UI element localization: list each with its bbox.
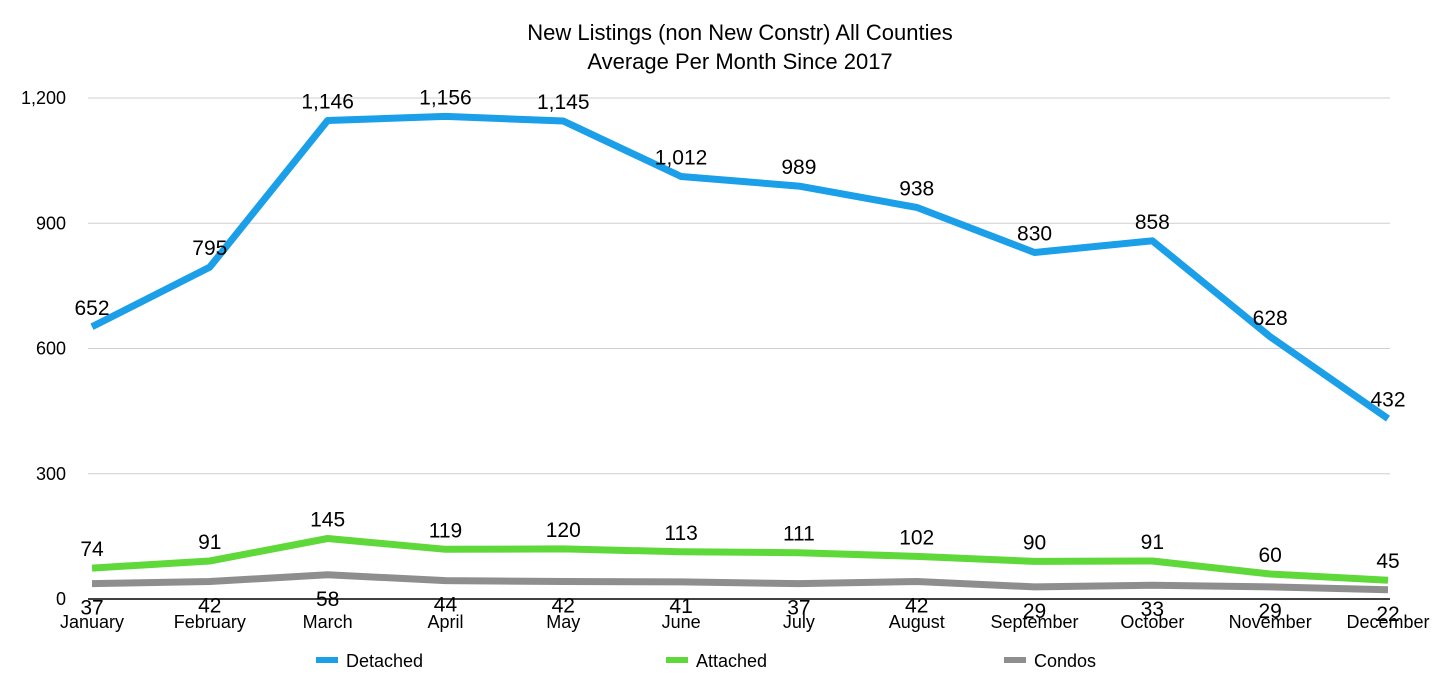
gridlines — [88, 97, 1390, 600]
x-tick-label: November — [1229, 612, 1312, 632]
series-line-attached — [91, 535, 1389, 584]
data-label-detached: 830 — [1017, 222, 1052, 245]
legend: Detached Attached Condos — [316, 651, 1096, 671]
data-label-detached: 795 — [192, 237, 227, 260]
y-tick-label: 1,200 — [21, 88, 66, 108]
x-tick-label: July — [783, 612, 815, 632]
data-label-detached: 1,012 — [655, 146, 708, 169]
x-tick-label: June — [662, 612, 701, 632]
data-label-attached: 60 — [1259, 544, 1282, 567]
data-label-attached: 111 — [783, 523, 815, 546]
data-label-attached: 91 — [1141, 531, 1164, 554]
data-label-condos: 37 — [787, 597, 810, 620]
data-label-condos: 41 — [669, 595, 692, 618]
data-label-detached: 432 — [1370, 389, 1405, 412]
data-label-condos: 29 — [1023, 600, 1046, 623]
x-axis-ticks: January February March April May June July Augu… — [60, 612, 1430, 632]
data-label-condos: 42 — [198, 594, 221, 617]
series-line-condos — [91, 571, 1389, 594]
data-label-attached: 113 — [664, 522, 697, 545]
y-tick-label: 0 — [56, 589, 66, 609]
data-label-attached: 90 — [1023, 531, 1046, 554]
data-label-condos: 44 — [434, 594, 458, 617]
y-tick-label: 300 — [36, 464, 66, 484]
legend-label-attached: Attached — [696, 651, 767, 671]
y-axis-ticks: 0 300 600 900 1,200 — [21, 88, 66, 609]
data-label-condos: 37 — [80, 597, 103, 620]
data-label-detached: 938 — [899, 177, 934, 200]
data-label-detached: 989 — [781, 156, 816, 179]
series-lines — [90, 112, 1390, 594]
chart-subtitle: Average Per Month Since 2017 — [587, 49, 892, 74]
x-tick-label: January — [60, 612, 124, 632]
x-tick-label: March — [303, 612, 353, 632]
x-tick-label: May — [546, 612, 580, 632]
data-label-condos: 33 — [1141, 598, 1164, 621]
data-label-condos: 42 — [552, 594, 575, 617]
data-label-attached: 120 — [546, 519, 581, 542]
data-label-detached: 1,146 — [301, 91, 354, 114]
data-label-condos: 22 — [1376, 603, 1399, 626]
data-label-attached: 45 — [1376, 550, 1399, 573]
data-label-attached: 119 — [429, 519, 462, 542]
chart-title: New Listings (non New Constr) All Counti… — [527, 20, 953, 45]
data-label-condos: 29 — [1259, 600, 1282, 623]
data-label-detached: 1,156 — [419, 86, 472, 109]
x-tick-label: October — [1120, 612, 1184, 632]
data-label-detached: 652 — [74, 297, 109, 320]
data-label-detached: 858 — [1135, 211, 1170, 234]
data-label-attached: 74 — [80, 538, 104, 561]
data-label-condos: 42 — [905, 594, 928, 617]
series-line-detached — [90, 112, 1390, 422]
data-label-attached: 91 — [198, 531, 221, 554]
x-tick-label: September — [991, 612, 1079, 632]
data-label-attached: 102 — [899, 526, 934, 549]
x-tick-label: February — [174, 612, 246, 632]
x-tick-label: August — [889, 612, 945, 632]
data-label-detached: 628 — [1253, 307, 1288, 330]
data-label-detached: 1,145 — [537, 91, 590, 114]
data-label-attached: 145 — [310, 508, 345, 531]
legend-label-condos: Condos — [1034, 651, 1096, 671]
x-tick-label: December — [1346, 612, 1429, 632]
legend-label-detached: Detached — [346, 651, 423, 671]
y-tick-label: 600 — [36, 339, 66, 359]
data-label-condos: 58 — [316, 588, 339, 611]
data-labels: 652 795 1,146 1,156 1,145 1,012 989 938 830 858 62… — [74, 86, 1405, 625]
x-tick-label: April — [427, 612, 463, 632]
y-tick-label: 900 — [36, 213, 66, 233]
